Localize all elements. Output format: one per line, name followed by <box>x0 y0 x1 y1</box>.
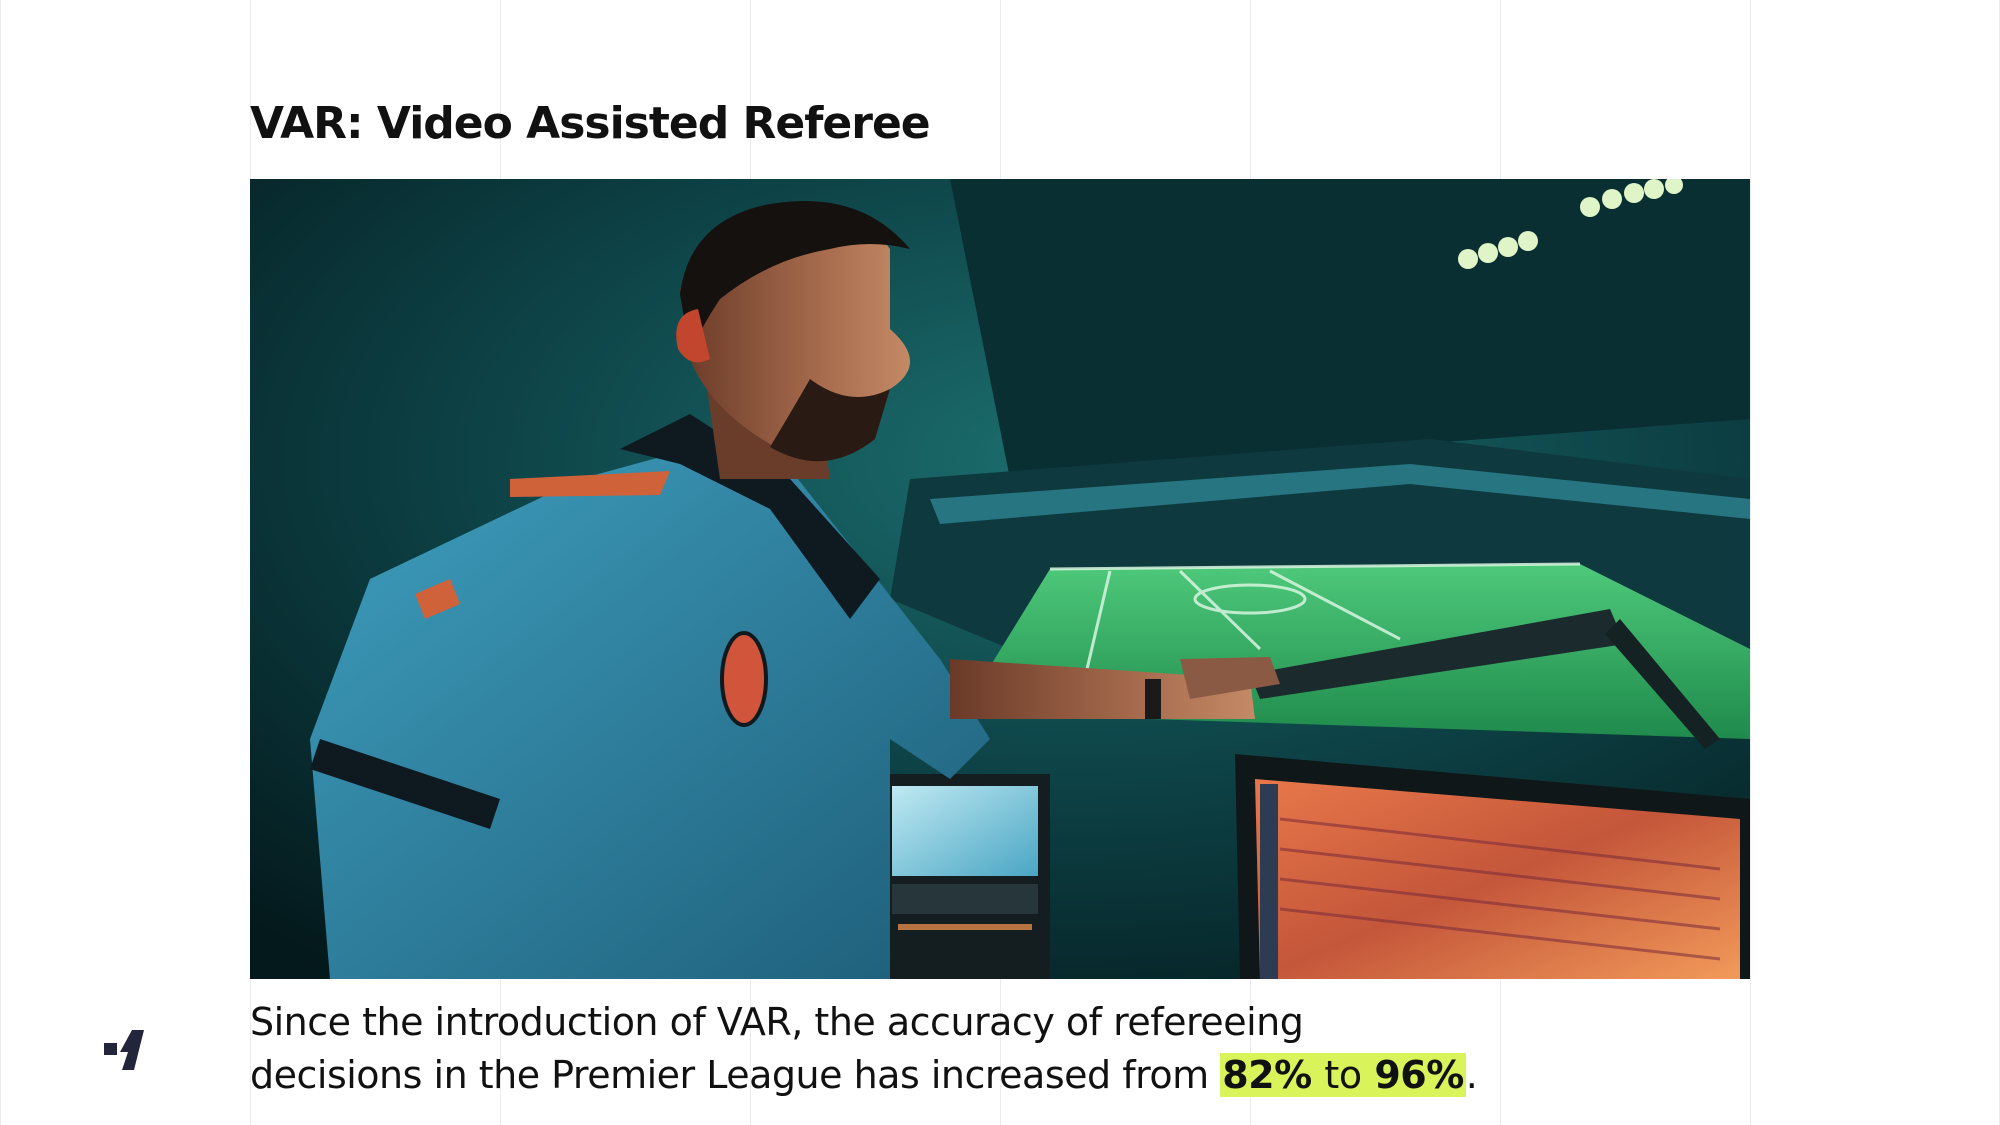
stat-connector: to <box>1324 1053 1362 1097</box>
caption-line-2: decisions in the Premier League has incr… <box>250 1049 1550 1102</box>
stat-after: 96% <box>1374 1053 1464 1097</box>
grid-line <box>0 0 1 1125</box>
brand-mark-icon <box>104 1030 146 1070</box>
caption-period: . <box>1465 1053 1478 1097</box>
highlight-stat: 82% to 96% <box>1220 1053 1466 1097</box>
referee-var-room-photo <box>250 179 1750 979</box>
caption-line-1: Since the introduction of VAR, the accur… <box>250 1000 1304 1044</box>
slide-title: VAR: Video Assisted Referee <box>250 98 931 149</box>
caption-line-2-text: decisions in the Premier League has incr… <box>250 1053 1209 1097</box>
grid-line <box>1750 0 1751 1125</box>
stat-before: 82% <box>1222 1053 1312 1097</box>
caption-text: Since the introduction of VAR, the accur… <box>250 996 1550 1102</box>
